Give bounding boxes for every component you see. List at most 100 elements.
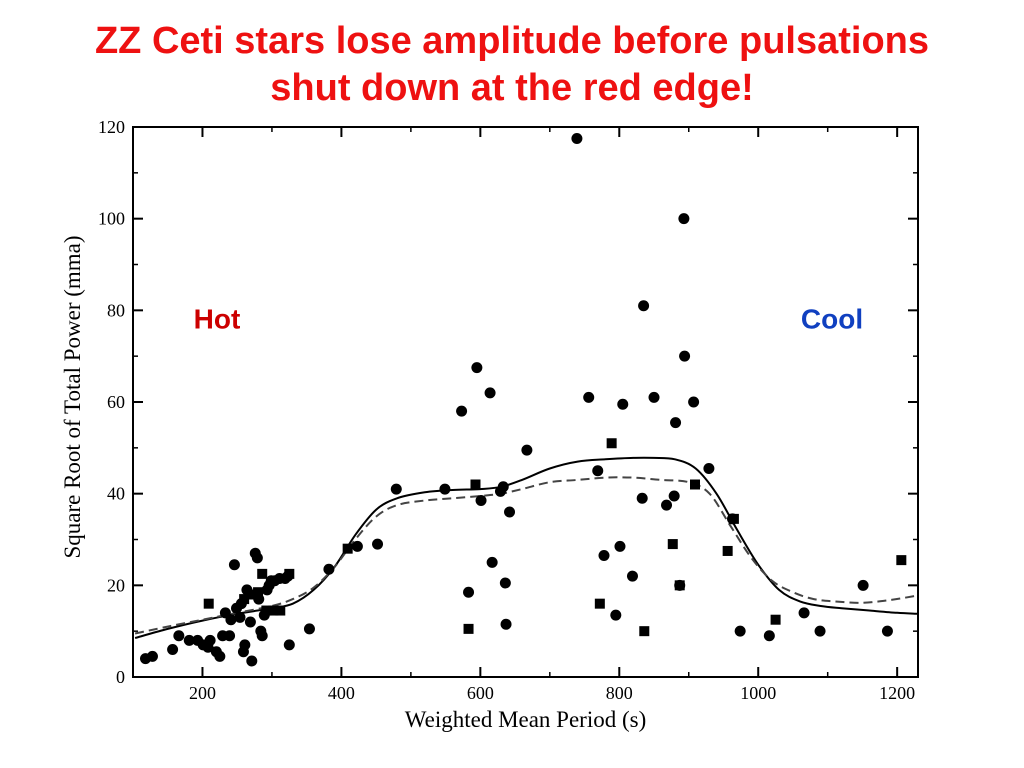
annotation-hot: Hot	[194, 304, 241, 335]
data-point-square	[594, 598, 605, 609]
data-point-circle	[583, 391, 595, 403]
data-point-circle	[390, 483, 402, 495]
data-point-circle	[283, 639, 295, 651]
data-points	[140, 132, 907, 667]
data-point-circle	[598, 550, 610, 562]
x-tick-label: 1000	[740, 683, 776, 703]
data-point-circle	[504, 506, 516, 518]
data-point-circle	[617, 398, 629, 410]
data-point-square	[722, 545, 733, 556]
data-point-square	[203, 598, 214, 609]
data-point-square	[606, 438, 617, 449]
y-tick-label: 60	[107, 392, 125, 412]
data-point-circle	[225, 614, 237, 626]
data-point-square	[239, 594, 250, 605]
data-point-circle	[204, 634, 216, 646]
data-point-circle	[636, 492, 648, 504]
slide-title-line-2: shut down at the red edge!	[270, 67, 754, 109]
data-point-circle	[256, 630, 268, 642]
data-point-circle	[661, 499, 673, 511]
data-point-circle	[679, 350, 691, 362]
x-tick-label: 600	[467, 683, 494, 703]
data-point-circle	[475, 495, 487, 507]
data-point-circle	[678, 213, 690, 225]
data-point-circle	[497, 481, 509, 493]
x-tick-label: 400	[328, 683, 355, 703]
data-point-square	[470, 479, 481, 490]
data-point-circle	[610, 609, 622, 621]
data-point-square	[770, 614, 781, 625]
y-tick-label: 120	[98, 117, 125, 137]
x-tick-label: 800	[606, 683, 633, 703]
data-point-square	[275, 605, 286, 616]
data-point-circle	[648, 391, 660, 403]
data-point-square	[261, 605, 272, 616]
data-point-circle	[668, 490, 680, 502]
x-tick-label: 200	[189, 683, 216, 703]
data-point-square	[667, 539, 678, 550]
data-point-square	[728, 513, 739, 524]
data-point-circle	[146, 650, 158, 662]
data-point-square	[284, 568, 295, 579]
data-point-circle	[228, 559, 240, 571]
data-point-circle	[214, 650, 226, 662]
data-point-circle	[167, 644, 179, 655]
data-point-circle	[592, 465, 604, 477]
slide-title-line-1: ZZ Ceti stars lose amplitude before puls…	[94, 20, 930, 62]
annotation-cool: Cool	[801, 304, 863, 335]
data-point-circle	[688, 396, 700, 408]
slide-title: ZZ Ceti stars lose amplitude before puls…	[0, 18, 1024, 112]
data-point-square	[896, 555, 907, 566]
data-point-circle	[351, 540, 363, 552]
y-axis-label: Square Root of Total Power (mma)	[60, 235, 85, 558]
fit-curve-solid	[134, 456, 918, 639]
data-point-circle	[251, 552, 263, 564]
data-point-circle	[626, 570, 638, 582]
data-point-circle	[486, 556, 498, 568]
data-point-circle	[499, 577, 511, 589]
fit-curves	[134, 456, 918, 639]
y-tick-label: 20	[107, 575, 125, 595]
data-point-circle	[521, 444, 533, 456]
data-point-circle	[614, 540, 626, 552]
data-point-circle	[500, 618, 512, 630]
data-point-square	[342, 543, 353, 554]
data-point-circle	[224, 630, 236, 642]
data-point-circle	[638, 300, 650, 312]
data-point-circle	[239, 639, 251, 651]
data-point-square	[674, 580, 685, 591]
data-point-circle	[463, 586, 475, 598]
data-point-square	[690, 479, 701, 490]
y-tick-label: 0	[116, 667, 125, 687]
y-tick-label: 80	[107, 300, 125, 320]
data-point-circle	[173, 630, 185, 642]
data-point-circle	[456, 405, 468, 417]
data-point-square	[247, 589, 258, 600]
data-point-square	[257, 568, 268, 579]
data-point-circle	[234, 611, 246, 623]
data-point-circle	[798, 607, 810, 619]
data-point-circle	[703, 462, 715, 474]
data-point-circle	[439, 483, 451, 495]
x-tick-label: 1200	[879, 683, 915, 703]
axis-labels: 200 400 600 800 1000 1200 0 20 40 60 80 100 120 Weigh…	[60, 117, 915, 732]
data-point-circle	[372, 538, 384, 550]
y-tick-label: 100	[98, 209, 125, 229]
data-point-circle	[571, 132, 583, 144]
data-point-circle	[246, 655, 258, 667]
data-point-square	[463, 623, 474, 634]
data-point-circle	[303, 623, 315, 635]
data-point-square	[639, 626, 650, 637]
y-tick-label: 40	[107, 484, 125, 504]
data-point-circle	[857, 579, 869, 591]
data-point-circle	[670, 417, 682, 429]
data-point-square	[253, 587, 264, 598]
x-axis-label: Weighted Mean Period (s)	[405, 707, 647, 732]
data-point-circle	[763, 630, 775, 642]
data-point-circle	[881, 625, 893, 637]
data-point-circle	[471, 362, 483, 374]
data-point-circle	[183, 634, 195, 646]
data-point-circle	[484, 387, 496, 399]
